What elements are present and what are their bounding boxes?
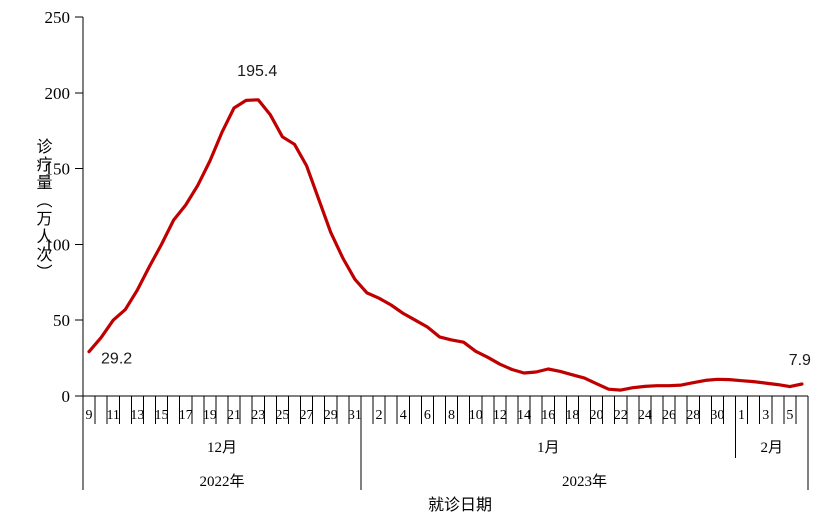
annotation-7.9: 7.9 <box>789 352 811 369</box>
y-tick-label: 250 <box>45 8 71 27</box>
day-label: 11 <box>106 408 119 423</box>
data-annotations: 29.2 195.4 7.9 <box>101 63 811 369</box>
day-label: 19 <box>203 408 217 423</box>
x-axis: 9 11 13 15 17 19 21 23 25 27 29 31 2 4 6 8 10 12 14 16 18 20 2… <box>82 395 809 490</box>
year-label: 2023年 <box>562 473 607 490</box>
day-label: 8 <box>448 408 455 423</box>
day-label: 14 <box>517 408 531 423</box>
annotation-195.4: 195.4 <box>237 63 277 80</box>
day-label: 26 <box>662 408 676 423</box>
day-label: 28 <box>686 408 700 423</box>
day-label: 15 <box>155 408 169 423</box>
day-label: 20 <box>590 408 604 423</box>
data-series <box>87 98 804 392</box>
month-label: 2月 <box>760 440 783 456</box>
day-label: 21 <box>227 408 241 423</box>
year-label: 2022年 <box>199 473 244 490</box>
day-label: 13 <box>130 408 144 423</box>
day-label: 9 <box>86 408 93 423</box>
y-tick-label: 0 <box>62 387 71 406</box>
day-label: 29 <box>324 408 338 423</box>
month-label: 1月 <box>537 440 560 456</box>
y-tick-label: 200 <box>45 84 71 103</box>
day-label: 22 <box>614 408 628 423</box>
day-label: 25 <box>275 408 289 423</box>
y-tick-label: 100 <box>45 235 71 254</box>
day-label: 1 <box>738 408 745 423</box>
x-axis-title: 就诊日期 <box>428 496 492 514</box>
day-label: 3 <box>762 408 769 423</box>
day-label: 4 <box>400 408 407 423</box>
day-label: 17 <box>179 408 193 423</box>
day-label: 24 <box>638 408 652 423</box>
day-label: 12 <box>493 408 507 423</box>
day-label: 10 <box>469 408 483 423</box>
day-label: 30 <box>710 408 724 423</box>
y-tick-label: 50 <box>53 311 70 330</box>
day-label: 5 <box>786 408 793 423</box>
y-axis: 0 50 100 150 200 250 <box>45 8 84 406</box>
series-path <box>87 98 804 392</box>
day-label: 16 <box>541 408 555 423</box>
day-label: 18 <box>565 408 579 423</box>
y-axis-title: 诊疗量（万人次） <box>34 138 53 282</box>
day-label: 2 <box>376 408 383 423</box>
day-label: 31 <box>348 408 362 423</box>
day-label: 27 <box>300 408 314 423</box>
day-label: 23 <box>251 408 265 423</box>
month-label: 12月 <box>207 440 237 456</box>
day-label: 6 <box>424 408 431 423</box>
annotation-29.2: 29.2 <box>101 351 132 368</box>
y-tick-label: 150 <box>45 160 71 179</box>
